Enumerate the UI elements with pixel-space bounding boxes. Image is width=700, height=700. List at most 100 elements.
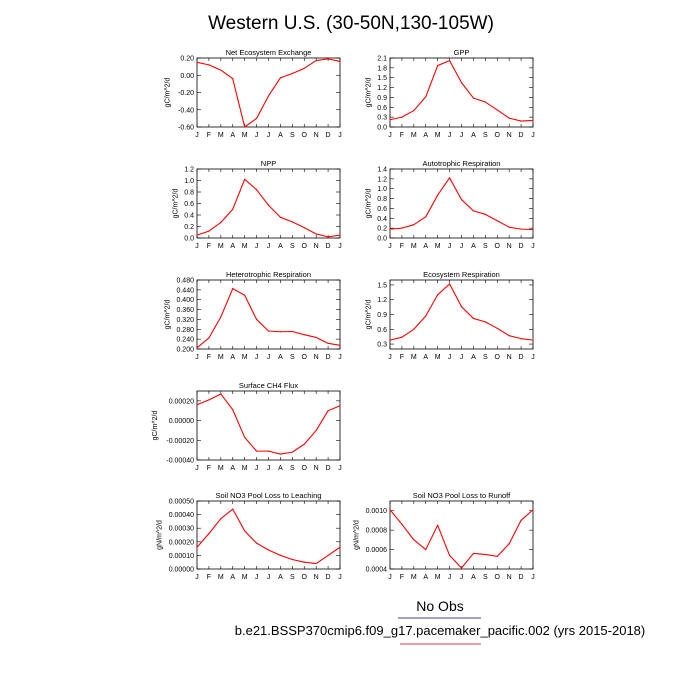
x-tick-label: S bbox=[483, 243, 488, 250]
y-tick-label: 0.0004 bbox=[366, 567, 388, 574]
data-point bbox=[208, 230, 210, 232]
y-tick-label: 0.00 bbox=[180, 73, 194, 80]
series-line bbox=[389, 509, 534, 569]
y-tick-label: 0.0008 bbox=[366, 528, 388, 535]
x-tick-label: F bbox=[207, 465, 211, 472]
y-tick-label: 0.20 bbox=[180, 56, 194, 63]
data-point bbox=[327, 342, 329, 344]
data-point bbox=[315, 562, 317, 565]
y-axis-label: gC/m^2/d bbox=[165, 300, 172, 330]
data-point bbox=[244, 126, 246, 128]
y-tick-label: 1.2 bbox=[184, 167, 194, 174]
x-tick-label: J bbox=[195, 465, 199, 472]
data-point bbox=[255, 450, 258, 452]
y-tick-label: 0.240 bbox=[176, 337, 194, 344]
x-tick-label: M bbox=[435, 574, 441, 581]
x-tick-label: N bbox=[314, 354, 319, 361]
x-tick-label: O bbox=[302, 354, 308, 361]
x-tick-label: M bbox=[242, 574, 248, 581]
data-point bbox=[303, 67, 305, 69]
data-point bbox=[401, 116, 403, 118]
x-tick-label: M bbox=[218, 354, 224, 361]
x-tick-label: A bbox=[423, 574, 428, 581]
y-tick-label: 0.8 bbox=[184, 190, 194, 197]
data-point bbox=[255, 542, 258, 544]
panel-title: Ecosystem Respiration bbox=[423, 270, 500, 279]
plot-frame bbox=[389, 500, 534, 570]
y-tick-label: 0.9 bbox=[377, 312, 387, 319]
x-tick-label: N bbox=[314, 465, 319, 472]
x-tick-label: O bbox=[495, 243, 501, 250]
data-point bbox=[327, 58, 329, 60]
x-tick-label: A bbox=[423, 354, 428, 361]
data-point bbox=[520, 338, 522, 340]
x-tick-label: A bbox=[471, 574, 476, 581]
x-tick-label: A bbox=[423, 132, 428, 139]
x-tick-label: O bbox=[302, 465, 308, 472]
y-tick-label: 0.8 bbox=[377, 196, 387, 203]
x-tick-label: J bbox=[195, 574, 199, 581]
plot-frame bbox=[196, 57, 341, 128]
x-tick-label: M bbox=[411, 132, 417, 139]
data-point bbox=[339, 344, 341, 346]
x-tick-label: J bbox=[338, 574, 342, 581]
data-point bbox=[496, 220, 498, 222]
data-point bbox=[196, 347, 198, 349]
x-tick-label: J bbox=[195, 243, 199, 250]
data-point bbox=[496, 109, 498, 111]
data-point bbox=[520, 519, 522, 522]
x-tick-label: F bbox=[207, 574, 211, 581]
data-point bbox=[339, 234, 341, 236]
data-point bbox=[532, 229, 534, 231]
y-tick-label: 1.5 bbox=[377, 75, 387, 82]
x-tick-label: S bbox=[290, 132, 295, 139]
data-point bbox=[196, 61, 198, 63]
x-tick-label: J bbox=[460, 354, 464, 361]
data-point bbox=[437, 64, 439, 67]
x-tick-label: D bbox=[519, 354, 524, 361]
data-point bbox=[484, 213, 486, 215]
data-point bbox=[291, 558, 293, 561]
data-point bbox=[232, 78, 234, 80]
data-point bbox=[437, 194, 439, 196]
panel-title: Autotrophic Respiration bbox=[423, 159, 501, 168]
x-tick-label: O bbox=[302, 243, 308, 250]
x-tick-label: S bbox=[483, 574, 488, 581]
x-tick-label: A bbox=[471, 132, 476, 139]
y-tick-label: 0.280 bbox=[176, 327, 194, 334]
x-tick-label: S bbox=[483, 354, 488, 361]
data-point bbox=[401, 523, 403, 525]
data-point bbox=[339, 60, 341, 63]
data-point bbox=[484, 101, 486, 103]
x-tick-label: J bbox=[460, 243, 464, 250]
x-tick-label: J bbox=[195, 354, 199, 361]
series-line bbox=[389, 60, 534, 122]
y-tick-label: 0.4 bbox=[184, 213, 194, 220]
y-tick-label: 1.2 bbox=[377, 176, 387, 183]
y-tick-label: 0.6 bbox=[377, 327, 387, 334]
data-point bbox=[448, 177, 451, 179]
data-point bbox=[196, 546, 198, 548]
x-tick-label: J bbox=[255, 574, 259, 581]
x-tick-label: D bbox=[326, 354, 331, 361]
data-point bbox=[220, 316, 222, 318]
data-point bbox=[389, 119, 391, 121]
x-tick-label: D bbox=[326, 243, 331, 250]
data-point bbox=[532, 119, 534, 122]
data-point bbox=[279, 216, 282, 218]
data-point bbox=[448, 283, 451, 285]
data-point bbox=[279, 453, 282, 455]
y-tick-label: 0.480 bbox=[176, 278, 194, 285]
x-tick-label: A bbox=[423, 243, 428, 250]
x-tick-label: N bbox=[507, 574, 512, 581]
y-tick-label: 0.6 bbox=[184, 201, 194, 208]
panel-title: GPP bbox=[454, 48, 470, 57]
x-tick-label: M bbox=[435, 354, 441, 361]
y-tick-label: 0.3 bbox=[377, 115, 387, 122]
data-point bbox=[496, 555, 498, 557]
data-point bbox=[413, 224, 415, 226]
x-tick-label: J bbox=[531, 574, 535, 581]
data-point bbox=[303, 227, 305, 229]
